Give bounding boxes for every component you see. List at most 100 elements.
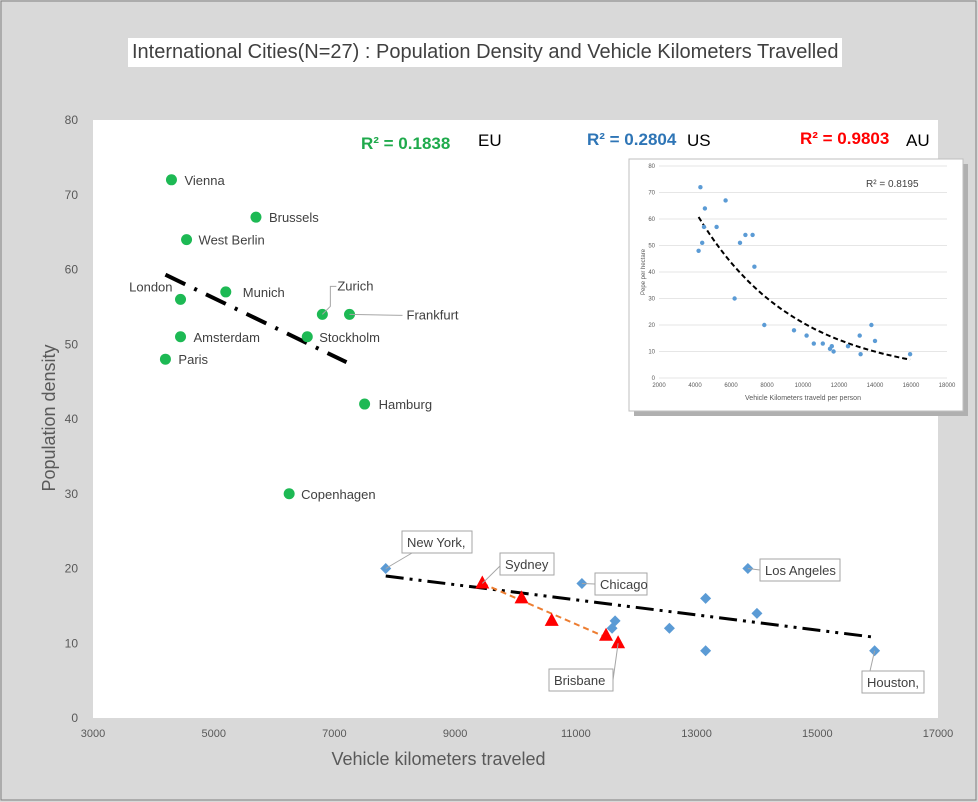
eu-city-point [220, 286, 232, 298]
inset-y-tick-label: 10 [648, 350, 655, 356]
inset-point [820, 341, 825, 346]
inset-point [872, 338, 878, 344]
au-group-label: AU [906, 131, 930, 150]
inset-x-tick-label: 10000 [795, 383, 812, 389]
inset-point [857, 333, 862, 338]
eu-city-label: Zurich [337, 278, 373, 293]
inset-point [869, 322, 874, 328]
x-tick-label: 11000 [561, 728, 591, 740]
inset-y-tick-label: 80 [648, 164, 655, 170]
losangeles-callout-box [759, 558, 841, 582]
inset-y-tick-label: 20 [648, 323, 655, 329]
eu-city-label: Munich [243, 285, 285, 300]
inset-x-tick-label: 6000 [724, 383, 738, 389]
y-tick-label: 50 [65, 337, 79, 351]
eu-city-point [175, 331, 187, 343]
eu-city-point [359, 398, 371, 410]
sydney-callout-box [499, 552, 555, 576]
newyork-callout-line [385, 552, 413, 569]
zurich-callout-line [322, 285, 337, 315]
eu-trend-line [164, 272, 348, 364]
au-trend-line [481, 582, 607, 639]
x-tick-label: 13000 [681, 728, 712, 740]
x-tick-label: 5000 [201, 728, 225, 740]
houston-callout-line [869, 650, 876, 672]
au-city-point [544, 612, 559, 626]
sydney-callout-text: Sydney [505, 557, 549, 572]
inset-point [723, 198, 728, 203]
inset-x-tick-label: 16000 [903, 383, 920, 389]
inset-point [829, 344, 834, 349]
eu-city-label: Paris [178, 352, 208, 367]
inset-r2-value: R² = 0.8195 [866, 179, 919, 190]
chicago-callout-box [594, 572, 648, 596]
inset-point [750, 232, 755, 238]
eu-city-point [181, 234, 193, 246]
us-city-point [606, 622, 618, 634]
au-r2-value: R² = 0.9803 [800, 129, 889, 148]
eu-r2-value: R² = 0.1838 [361, 134, 450, 153]
losangeles-callout-text: Los Angeles [765, 563, 836, 578]
au-city-point [611, 635, 626, 649]
frankfurt-callout-line [349, 313, 403, 316]
eu-city-label: Frankfurt [407, 307, 459, 322]
inset-point [732, 296, 737, 301]
inset-point [791, 328, 797, 333]
x-tick-label: 15000 [802, 728, 833, 740]
inset-point [700, 240, 705, 246]
inset-x-axis-title: Vehicle Kilometers traveld per person [745, 395, 861, 402]
x-tick-label: 7000 [322, 728, 346, 740]
inset-point [714, 224, 719, 230]
y-tick-label: 10 [65, 636, 79, 650]
houston-callout-box [861, 670, 925, 694]
inset-point [831, 349, 836, 354]
x-tick-label: 17000 [923, 728, 954, 740]
inset-x-tick-label: 14000 [867, 383, 884, 389]
y-tick-label: 40 [65, 412, 79, 426]
chart-title: International Cities(N=27) : Population … [128, 38, 843, 67]
eu-city-label: Copenhagen [301, 487, 375, 502]
eu-city-point [165, 174, 177, 186]
inset-y-axis-title: Pepe per hectare [641, 248, 647, 295]
inset-x-tick-label: 4000 [688, 383, 702, 389]
inset-point [737, 240, 743, 246]
inset-point [701, 224, 707, 230]
losangeles-callout-line [747, 568, 761, 571]
inset-y-tick-label: 50 [648, 244, 655, 250]
y-axis-title: Population density [39, 344, 59, 491]
inset-y-tick-label: 0 [652, 376, 656, 382]
eu-city-point [175, 293, 187, 305]
newyork-callout-text: New York, [407, 535, 466, 550]
chicago-callout-text: Chicago [600, 577, 648, 592]
eu-city-label: London [129, 279, 172, 294]
eu-city-label: Vienna [184, 173, 225, 188]
us-city-point [700, 592, 712, 604]
inset-point [907, 351, 913, 357]
inset-point [811, 341, 816, 346]
us-city-point [700, 645, 712, 657]
inset-y-tick-label: 60 [648, 217, 655, 223]
y-tick-label: 70 [65, 188, 79, 202]
inset-y-tick-label: 30 [648, 297, 655, 303]
newyork-callout-box [401, 530, 473, 554]
inset-point [696, 248, 701, 253]
houston-callout-text: Houston, [867, 675, 919, 690]
us-city-point [751, 607, 763, 619]
us-city-point [663, 622, 675, 634]
y-tick-label: 80 [65, 113, 79, 127]
inset-point [858, 351, 863, 357]
eu-city-point [283, 488, 295, 500]
inset-point [743, 232, 748, 238]
y-tick-label: 0 [71, 711, 78, 725]
inset-trend-line [697, 216, 911, 361]
brisbane-callout-line [612, 643, 619, 681]
eu-city-point [301, 331, 313, 343]
us-r2-value: R² = 0.2804 [587, 130, 677, 149]
inset-y-tick-label: 40 [648, 270, 655, 276]
eu-city-point [159, 353, 171, 365]
inset-x-tick-label: 2000 [652, 383, 666, 389]
chicago-callout-line [581, 582, 596, 585]
inset-point [752, 264, 757, 269]
